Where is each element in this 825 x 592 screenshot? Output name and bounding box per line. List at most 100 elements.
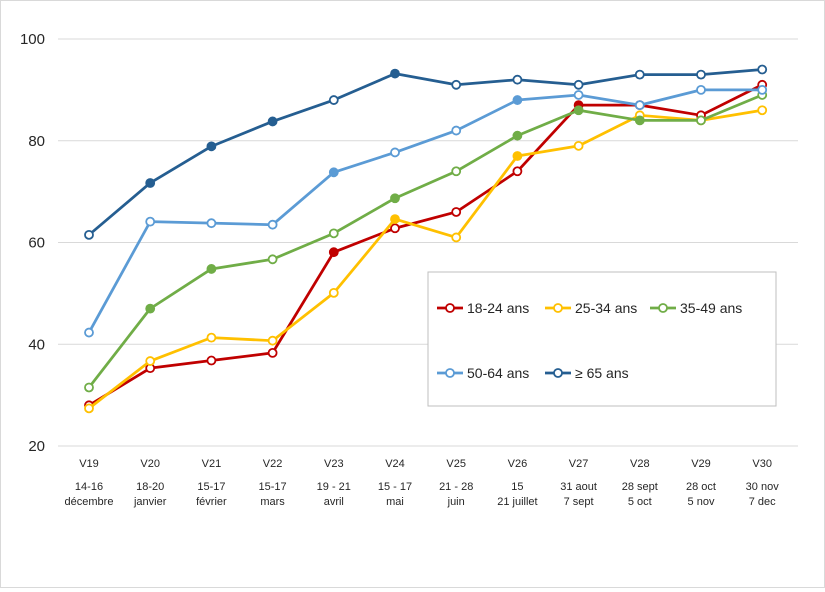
data-point — [84, 229, 94, 240]
x-tick-wave-label: V20 — [140, 458, 160, 470]
x-tick-v30: V30 30 nov 7 dec — [746, 458, 780, 508]
series-50-64-ans — [84, 84, 768, 338]
x-tick-wave-label: V25 — [446, 458, 466, 470]
x-tick-date-label: 31 aout — [560, 481, 597, 493]
data-point — [512, 166, 523, 177]
data-point — [267, 347, 278, 358]
data-point — [390, 214, 400, 224]
legend-item-50-64-ans: 50-64 ans — [437, 365, 529, 381]
data-point — [390, 68, 400, 79]
data-point — [696, 115, 706, 126]
x-tick-v21: V21 15-17 février — [196, 458, 227, 508]
x-tick-v22: V22 15-17 mars — [259, 458, 287, 508]
x-tick-wave-label: V26 — [508, 458, 528, 470]
legend-label: 35-49 ans — [680, 300, 742, 316]
x-axis-tick-labels: V19 14-16 décembre V20 18-20 janvier V21 15-17 f… — [65, 458, 780, 508]
data-point — [512, 74, 523, 85]
y-tick-label: 20 — [28, 438, 45, 455]
data-point — [206, 355, 217, 366]
data-point — [145, 178, 156, 188]
data-point — [328, 95, 339, 105]
legend-item-35-49-ans: 35-49 ans — [650, 300, 742, 316]
legend-label: 25-34 ans — [575, 300, 637, 316]
x-tick-v19: V19 14-16 décembre — [65, 458, 114, 508]
data-point — [267, 116, 278, 127]
series-line — [87, 93, 764, 389]
legend-swatch-marker — [445, 368, 455, 378]
x-tick-date-label: 28 sept — [622, 481, 658, 493]
legend: 18-24 ans 25-34 ans 35-49 ans 50-64 ans ≥ 65… — [427, 271, 777, 407]
y-tick-label: 100 — [20, 31, 45, 48]
data-point — [206, 264, 217, 274]
series-line — [87, 108, 764, 410]
y-axis-tick-labels: 20 40 60 80 100 — [20, 31, 45, 455]
x-tick-date-label: février — [196, 496, 227, 508]
x-tick-date-label: 28 oct — [686, 481, 716, 493]
data-point — [634, 69, 645, 80]
data-point — [451, 79, 462, 90]
data-point — [573, 90, 584, 100]
x-tick-date-label: 14-16 — [75, 481, 103, 493]
x-tick-wave-label: V29 — [691, 458, 711, 470]
data-point — [451, 232, 462, 243]
series-ge-65-ans — [84, 64, 768, 240]
data-point — [145, 356, 156, 366]
data-point — [145, 303, 156, 314]
data-point — [634, 100, 645, 111]
data-point — [573, 79, 584, 90]
data-point — [634, 115, 645, 126]
data-point — [512, 151, 523, 161]
x-tick-v25: V25 21 - 28 juin — [439, 458, 473, 508]
x-tick-date-label: avril — [324, 496, 344, 508]
series-lines — [84, 64, 768, 414]
x-tick-date-label: mars — [260, 496, 285, 508]
data-point — [267, 335, 278, 346]
x-tick-v27: V27 31 aout 7 sept — [560, 458, 597, 508]
data-point — [206, 218, 217, 229]
x-tick-v26: V26 15 21 juillet — [497, 458, 537, 508]
series-35-49-ans — [84, 90, 768, 393]
data-point — [757, 105, 768, 116]
x-tick-wave-label: V19 — [79, 458, 99, 470]
x-tick-date-label: 15-17 — [197, 481, 225, 493]
y-tick-label: 80 — [28, 133, 45, 150]
data-point — [328, 247, 339, 258]
data-point — [206, 332, 217, 343]
data-point — [573, 140, 584, 151]
data-point — [451, 207, 462, 217]
x-tick-date-label: janvier — [133, 496, 167, 508]
x-tick-date-label: 15 - 17 — [378, 481, 412, 493]
legend-swatch-marker — [553, 303, 563, 313]
y-tick-label: 60 — [28, 235, 45, 252]
x-tick-v24: V24 15 - 17 mai — [378, 458, 412, 508]
series-line — [87, 83, 764, 407]
legend-label: 18-24 ans — [467, 300, 529, 316]
data-point — [573, 105, 584, 116]
data-point — [512, 95, 523, 105]
x-tick-date-label: 21 juillet — [497, 496, 537, 508]
data-point — [206, 141, 217, 152]
x-tick-date-label: décembre — [65, 496, 114, 508]
data-point — [328, 167, 339, 178]
x-tick-wave-label: V22 — [263, 458, 283, 470]
data-point — [267, 219, 278, 230]
legend-label: 50-64 ans — [467, 365, 529, 381]
data-point — [451, 125, 462, 136]
x-tick-date-label: 18-20 — [136, 481, 164, 493]
data-point — [512, 130, 523, 141]
x-tick-date-label: 5 nov — [688, 496, 715, 508]
data-point — [696, 84, 706, 95]
data-point — [84, 403, 94, 414]
data-point — [390, 193, 400, 204]
x-tick-wave-label: V27 — [569, 458, 589, 470]
data-point — [328, 287, 339, 298]
legend-label: ≥ 65 ans — [575, 365, 629, 381]
data-point — [145, 216, 156, 227]
data-point — [84, 382, 94, 393]
legend-item-25-34-ans: 25-34 ans — [545, 300, 637, 316]
x-tick-date-label: 15 — [511, 481, 523, 493]
x-tick-date-label: 5 oct — [628, 496, 652, 508]
legend-item-ge-65-ans: ≥ 65 ans — [545, 365, 629, 381]
x-tick-date-label: 7 sept — [564, 496, 594, 508]
